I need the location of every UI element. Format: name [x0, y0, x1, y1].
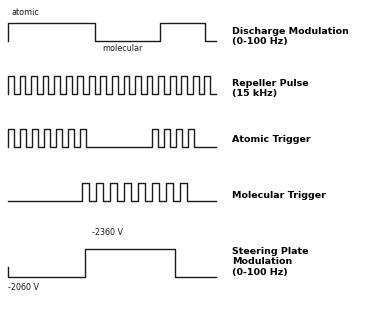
Text: -2060 V: -2060 V [8, 283, 39, 292]
Text: Repeller Pulse
(15 kHz): Repeller Pulse (15 kHz) [232, 79, 308, 98]
Text: Atomic Trigger: Atomic Trigger [232, 135, 311, 144]
Text: atomic: atomic [12, 8, 40, 17]
Text: -2360 V: -2360 V [92, 228, 123, 237]
Text: molecular: molecular [102, 44, 142, 53]
Text: Discharge Modulation
(0-100 Hz): Discharge Modulation (0-100 Hz) [232, 27, 349, 46]
Text: Steering Plate
Modulation
(0-100 Hz): Steering Plate Modulation (0-100 Hz) [232, 247, 308, 277]
Text: Molecular Trigger: Molecular Trigger [232, 191, 326, 200]
